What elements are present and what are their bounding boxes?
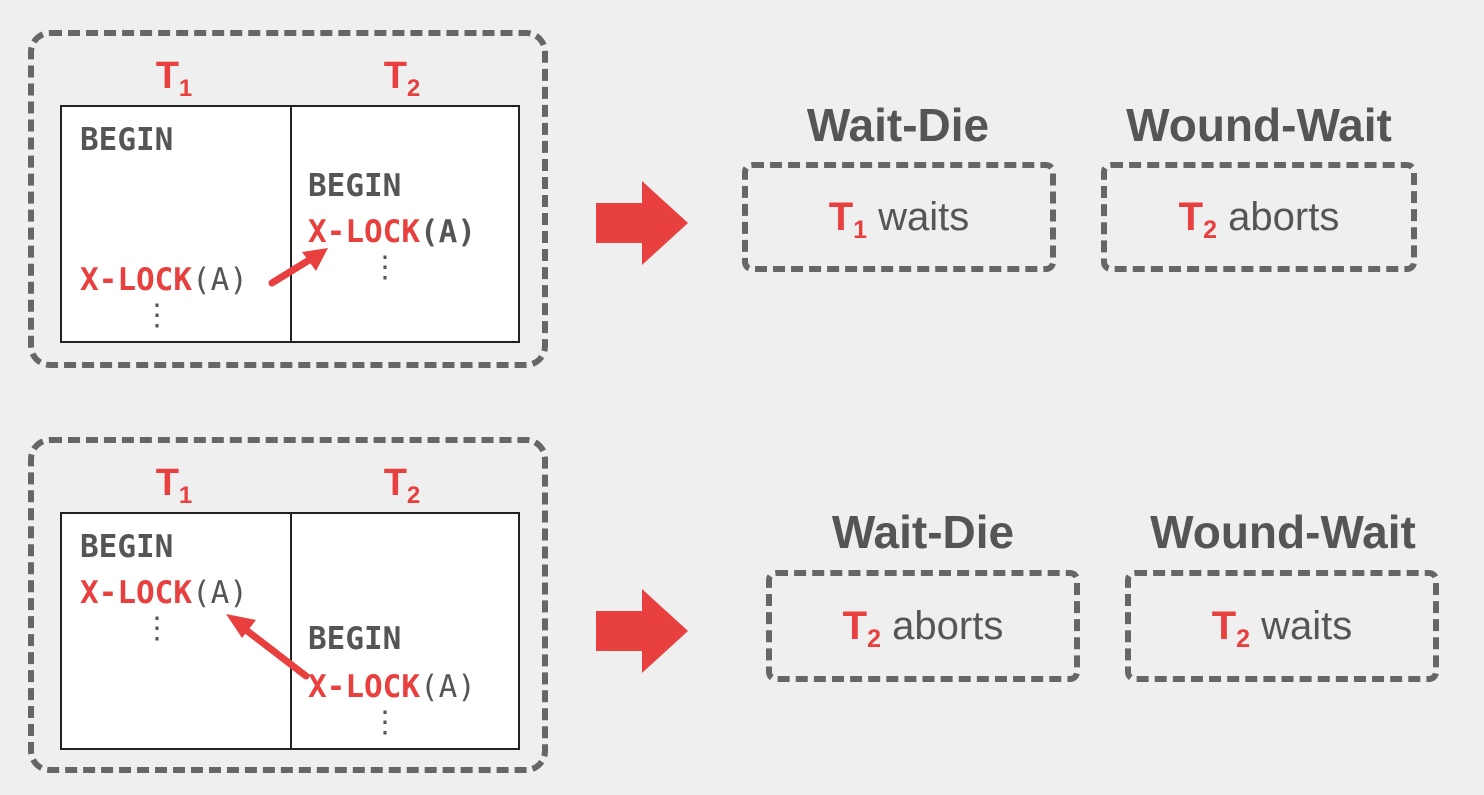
schedule-panel-bottom: T1 T2 BEGIN X-LOCK(A) ⋮ BEGIN X-LOCK(A) … xyxy=(28,437,548,773)
t2-lock: X-LOCK(A) xyxy=(308,214,476,250)
t2-lock: X-LOCK(A) xyxy=(308,669,476,705)
result-box-wound-wait-top: T2 aborts xyxy=(1101,162,1417,272)
t2-ellipsis: ⋮ xyxy=(370,705,400,740)
wait-arrow-icon xyxy=(268,248,328,287)
t1-begin: BEGIN xyxy=(80,122,174,158)
t1-ellipsis: ⋮ xyxy=(142,611,172,646)
t1-lock: X-LOCK(A) xyxy=(80,262,248,298)
wait-arrow-icon xyxy=(226,614,310,680)
schedule-panel-top: T1 T2 BEGIN X-LOCK(A) ⋮ BEGIN X-LOCK(A) … xyxy=(28,30,548,368)
policy-title-wound-wait-top: Wound-Wait xyxy=(1126,99,1392,151)
column-divider xyxy=(290,107,292,341)
result-box-wound-wait-bottom: T2 waits xyxy=(1125,570,1439,682)
schedule-table: BEGIN X-LOCK(A) ⋮ BEGIN X-LOCK(A) ⋮ xyxy=(60,512,520,750)
result-box-wait-die-bottom: T2 aborts xyxy=(766,570,1080,682)
t1-lock: X-LOCK(A) xyxy=(80,575,248,611)
t2-header: T2 xyxy=(383,55,421,102)
t2-begin: BEGIN xyxy=(308,168,402,204)
column-divider xyxy=(290,514,292,748)
schedule-table: BEGIN X-LOCK(A) ⋮ BEGIN X-LOCK(A) ⋮ xyxy=(60,105,520,343)
policy-title-wait-die-bottom: Wait-Die xyxy=(831,506,1015,558)
policy-title-wait-die-top: Wait-Die xyxy=(806,99,990,151)
policy-title-wound-wait-bottom: Wound-Wait xyxy=(1150,506,1416,558)
result-box-wait-die-top: T1 waits xyxy=(742,162,1056,272)
t1-begin: BEGIN xyxy=(80,529,174,565)
t1-header: T1 xyxy=(155,55,193,102)
t1-ellipsis: ⋮ xyxy=(142,298,172,333)
right-arrow-icon-bottom xyxy=(596,589,688,673)
right-arrow-icon-top xyxy=(596,181,688,265)
t2-begin: BEGIN xyxy=(308,621,402,657)
t2-header: T2 xyxy=(383,462,421,509)
t1-header: T1 xyxy=(155,462,193,509)
t2-ellipsis: ⋮ xyxy=(370,250,400,285)
